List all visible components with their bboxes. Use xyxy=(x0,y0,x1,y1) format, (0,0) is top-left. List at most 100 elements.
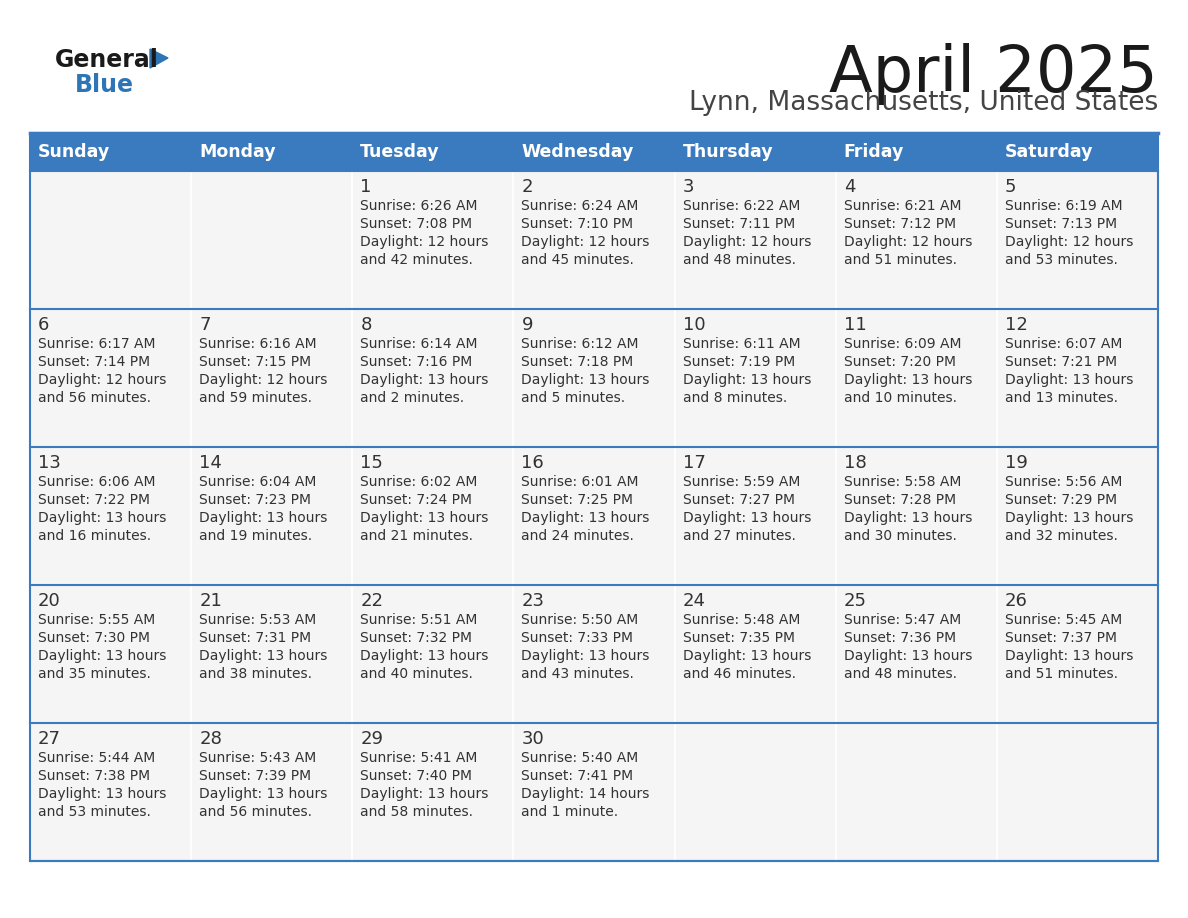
Text: Daylight: 13 hours: Daylight: 13 hours xyxy=(522,511,650,525)
Text: Sunset: 7:41 PM: Sunset: 7:41 PM xyxy=(522,769,633,783)
Text: 22: 22 xyxy=(360,592,384,610)
Text: Sunset: 7:23 PM: Sunset: 7:23 PM xyxy=(200,493,311,507)
Bar xyxy=(191,585,353,723)
Text: Sunrise: 6:12 AM: Sunrise: 6:12 AM xyxy=(522,337,639,351)
Bar xyxy=(513,447,675,585)
Text: Daylight: 13 hours: Daylight: 13 hours xyxy=(1005,511,1133,525)
Text: 7: 7 xyxy=(200,316,210,334)
Text: Sunrise: 6:04 AM: Sunrise: 6:04 AM xyxy=(200,475,316,489)
Bar xyxy=(353,171,513,309)
Text: 2: 2 xyxy=(522,178,533,196)
Text: and 8 minutes.: and 8 minutes. xyxy=(683,391,786,405)
Text: and 51 minutes.: and 51 minutes. xyxy=(843,253,956,267)
Bar xyxy=(353,585,513,723)
Text: 6: 6 xyxy=(38,316,50,334)
Bar xyxy=(835,723,997,861)
Text: Lynn, Massachusetts, United States: Lynn, Massachusetts, United States xyxy=(689,90,1158,116)
Text: Sunset: 7:30 PM: Sunset: 7:30 PM xyxy=(38,631,150,645)
Text: Daylight: 13 hours: Daylight: 13 hours xyxy=(683,373,811,387)
Bar xyxy=(191,171,353,309)
Text: Sunrise: 5:50 AM: Sunrise: 5:50 AM xyxy=(522,613,639,627)
Text: Blue: Blue xyxy=(75,73,134,97)
Text: Sunrise: 5:47 AM: Sunrise: 5:47 AM xyxy=(843,613,961,627)
Text: Daylight: 13 hours: Daylight: 13 hours xyxy=(360,787,488,801)
Text: Daylight: 13 hours: Daylight: 13 hours xyxy=(200,649,328,663)
Text: Daylight: 13 hours: Daylight: 13 hours xyxy=(200,787,328,801)
Bar xyxy=(353,723,513,861)
Text: 26: 26 xyxy=(1005,592,1028,610)
Text: 13: 13 xyxy=(38,454,61,472)
Text: and 59 minutes.: and 59 minutes. xyxy=(200,391,312,405)
Text: Sunset: 7:25 PM: Sunset: 7:25 PM xyxy=(522,493,633,507)
Bar xyxy=(30,171,191,309)
Text: and 19 minutes.: and 19 minutes. xyxy=(200,529,312,543)
Text: Daylight: 13 hours: Daylight: 13 hours xyxy=(683,511,811,525)
Bar xyxy=(997,723,1158,861)
Text: Sunset: 7:27 PM: Sunset: 7:27 PM xyxy=(683,493,795,507)
Text: and 30 minutes.: and 30 minutes. xyxy=(843,529,956,543)
Text: Daylight: 13 hours: Daylight: 13 hours xyxy=(360,511,488,525)
Text: Sunday: Sunday xyxy=(38,143,110,161)
Bar xyxy=(353,309,513,447)
Text: Daylight: 13 hours: Daylight: 13 hours xyxy=(1005,649,1133,663)
Text: Sunrise: 6:24 AM: Sunrise: 6:24 AM xyxy=(522,199,639,213)
Text: Sunset: 7:33 PM: Sunset: 7:33 PM xyxy=(522,631,633,645)
Text: and 48 minutes.: and 48 minutes. xyxy=(683,253,796,267)
Text: Sunset: 7:08 PM: Sunset: 7:08 PM xyxy=(360,217,473,231)
Text: 19: 19 xyxy=(1005,454,1028,472)
Text: Sunset: 7:40 PM: Sunset: 7:40 PM xyxy=(360,769,473,783)
Text: Sunset: 7:16 PM: Sunset: 7:16 PM xyxy=(360,355,473,369)
Text: and 46 minutes.: and 46 minutes. xyxy=(683,667,796,681)
Bar xyxy=(191,309,353,447)
Bar xyxy=(675,133,835,171)
Bar xyxy=(513,585,675,723)
Text: 29: 29 xyxy=(360,730,384,748)
Text: 27: 27 xyxy=(38,730,61,748)
Bar xyxy=(835,447,997,585)
Text: Sunset: 7:38 PM: Sunset: 7:38 PM xyxy=(38,769,150,783)
Bar xyxy=(835,309,997,447)
Bar xyxy=(513,133,675,171)
Text: Sunset: 7:15 PM: Sunset: 7:15 PM xyxy=(200,355,311,369)
Text: Sunrise: 5:51 AM: Sunrise: 5:51 AM xyxy=(360,613,478,627)
Text: and 24 minutes.: and 24 minutes. xyxy=(522,529,634,543)
Text: and 13 minutes.: and 13 minutes. xyxy=(1005,391,1118,405)
Text: and 53 minutes.: and 53 minutes. xyxy=(38,805,151,819)
Text: Daylight: 13 hours: Daylight: 13 hours xyxy=(38,511,166,525)
Text: 18: 18 xyxy=(843,454,866,472)
Text: Sunrise: 5:55 AM: Sunrise: 5:55 AM xyxy=(38,613,156,627)
Text: Sunset: 7:37 PM: Sunset: 7:37 PM xyxy=(1005,631,1117,645)
Text: 28: 28 xyxy=(200,730,222,748)
Bar xyxy=(353,133,513,171)
Bar xyxy=(191,447,353,585)
Bar xyxy=(191,133,353,171)
Text: Sunset: 7:21 PM: Sunset: 7:21 PM xyxy=(1005,355,1117,369)
Text: Sunset: 7:19 PM: Sunset: 7:19 PM xyxy=(683,355,795,369)
Text: Daylight: 12 hours: Daylight: 12 hours xyxy=(522,235,650,249)
Bar xyxy=(30,309,191,447)
Text: and 56 minutes.: and 56 minutes. xyxy=(38,391,151,405)
Text: Daylight: 12 hours: Daylight: 12 hours xyxy=(360,235,488,249)
Text: and 16 minutes.: and 16 minutes. xyxy=(38,529,151,543)
Text: and 21 minutes.: and 21 minutes. xyxy=(360,529,473,543)
Text: Sunrise: 5:48 AM: Sunrise: 5:48 AM xyxy=(683,613,800,627)
Text: Sunrise: 6:07 AM: Sunrise: 6:07 AM xyxy=(1005,337,1123,351)
Text: 11: 11 xyxy=(843,316,866,334)
Bar xyxy=(835,171,997,309)
Text: Sunrise: 5:56 AM: Sunrise: 5:56 AM xyxy=(1005,475,1123,489)
Text: Sunset: 7:39 PM: Sunset: 7:39 PM xyxy=(200,769,311,783)
Text: 24: 24 xyxy=(683,592,706,610)
Text: Daylight: 12 hours: Daylight: 12 hours xyxy=(38,373,166,387)
Bar xyxy=(513,309,675,447)
Text: and 58 minutes.: and 58 minutes. xyxy=(360,805,473,819)
Text: Sunrise: 5:41 AM: Sunrise: 5:41 AM xyxy=(360,751,478,765)
Text: Sunset: 7:18 PM: Sunset: 7:18 PM xyxy=(522,355,633,369)
Text: Sunrise: 6:26 AM: Sunrise: 6:26 AM xyxy=(360,199,478,213)
Text: Thursday: Thursday xyxy=(683,143,773,161)
Text: and 38 minutes.: and 38 minutes. xyxy=(200,667,312,681)
Bar xyxy=(997,585,1158,723)
Text: Sunrise: 6:09 AM: Sunrise: 6:09 AM xyxy=(843,337,961,351)
Text: and 10 minutes.: and 10 minutes. xyxy=(843,391,956,405)
Text: Sunset: 7:13 PM: Sunset: 7:13 PM xyxy=(1005,217,1117,231)
Bar xyxy=(30,585,191,723)
